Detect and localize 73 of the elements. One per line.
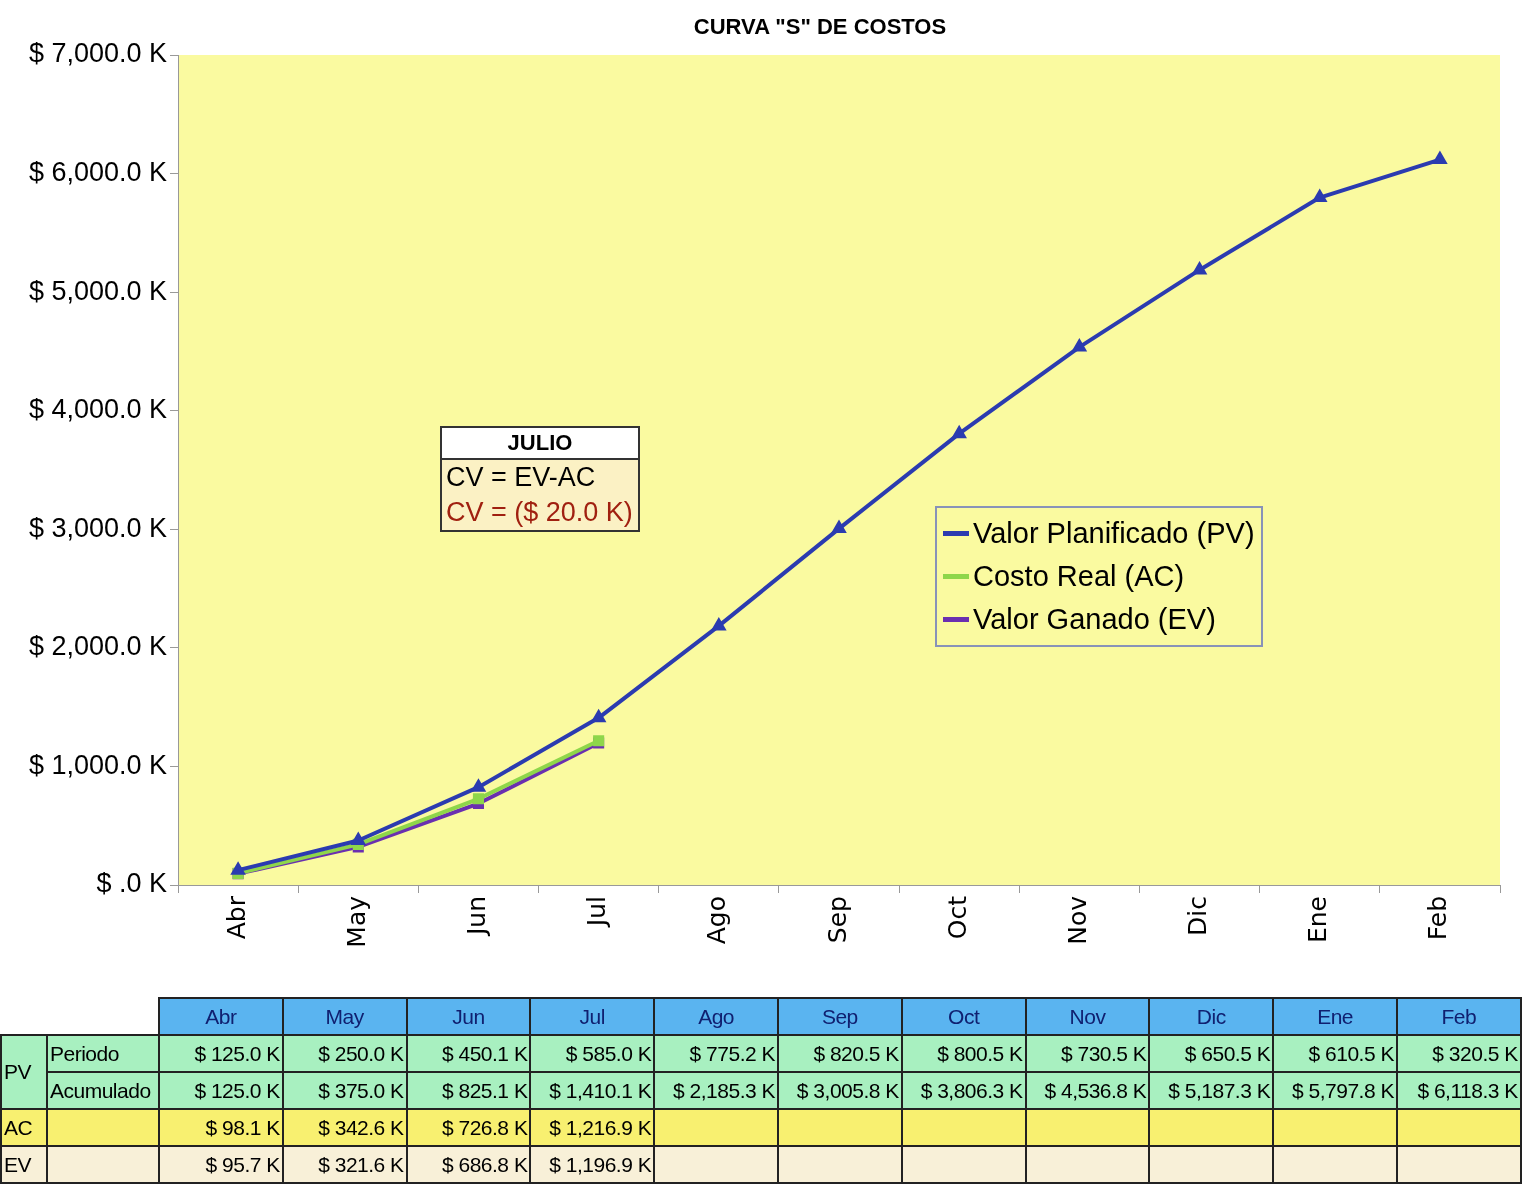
category-label: Ene: [1317, 1004, 1353, 1028]
y-tick-label: $ 1,000.0 K: [28, 749, 167, 780]
x-tick-label: Ago: [702, 896, 732, 945]
y-tick-label: $ .0 K: [96, 868, 167, 899]
y-tick-label: $ 7,000.0 K: [28, 38, 167, 69]
data-label: $ 321.6 K: [282, 1146, 407, 1183]
category-label: Ago: [698, 1004, 735, 1028]
y-tick-label: $ 6,000.0 K: [28, 157, 167, 188]
text: $ 125.0 K: [159, 1035, 283, 1072]
text: AC: [1, 1109, 47, 1146]
data-label: $ 686.8 K: [406, 1146, 531, 1183]
x-tick-label: Jul: [582, 896, 612, 929]
category-label: Jun: [452, 1004, 485, 1028]
data-label: $ 3,005.8 K: [777, 1072, 902, 1109]
note-box: JULIO CV = EV-AC CV = ($ 20.0 K): [440, 426, 640, 532]
data-label: $ 5,187.3 K: [1149, 1072, 1274, 1109]
data-label: $ 4,536.8 K: [1025, 1072, 1150, 1109]
y-tick-label: $ 3,000.0 K: [28, 512, 167, 543]
y-tick-label: $ 4,000.0 K: [28, 394, 167, 425]
x-tick-label: Oct: [942, 895, 972, 940]
x-tick-label: Nov: [1062, 895, 1092, 945]
chart-title: CURVA "S" DE COSTOS: [692, 14, 948, 40]
data-label: $ 125.0 K: [159, 1072, 283, 1109]
data-label: $ 342.6 K: [282, 1109, 407, 1146]
category-label: Jul: [579, 1004, 605, 1028]
y-tick-label: $ 2,000.0 K: [28, 631, 167, 662]
data-label: $ 3,806.3 K: [901, 1072, 1026, 1109]
legend-label: Valor Ganado (EV): [973, 603, 1216, 636]
x-tick-label: Dic: [1183, 896, 1213, 936]
legend-label: Costo Real (AC): [973, 560, 1185, 593]
category-label: Abr: [205, 1004, 237, 1028]
x-tick-label: Feb: [1423, 896, 1453, 941]
text: $ 730.5 K: [1025, 1035, 1150, 1072]
x-tick-label: May: [341, 895, 371, 948]
text: $ 250.0 K: [282, 1035, 407, 1072]
category-label: Sep: [821, 1004, 858, 1028]
x-tick-label: Sep: [822, 896, 852, 944]
data-label: $ 95.7 K: [159, 1146, 283, 1183]
text: $ 800.5 K: [901, 1035, 1026, 1072]
x-tick-label: Abr: [221, 895, 251, 940]
category-label: Nov: [1069, 1004, 1106, 1028]
data-label: $ 726.8 K: [406, 1109, 531, 1146]
annotation: JULIO: [442, 428, 638, 460]
data-label: $ 1,196.9 K: [530, 1146, 655, 1183]
data-label: $ 825.1 K: [406, 1072, 531, 1109]
data-label: $ 5,797.8 K: [1273, 1072, 1397, 1109]
x-tick-label: Jun: [461, 896, 491, 938]
text: Periodo: [47, 1035, 159, 1072]
text: $ 320.5 K: [1396, 1035, 1521, 1072]
data-label: $ 1,410.1 K: [530, 1072, 655, 1109]
category-label: Feb: [1441, 1004, 1477, 1028]
annotation: CV = EV-AC: [445, 461, 597, 494]
data-label: $ 2,185.3 K: [654, 1072, 778, 1109]
legend-label: Valor Planificado (PV): [973, 517, 1255, 550]
text: EV: [1, 1146, 47, 1183]
text: $ 450.1 K: [406, 1035, 531, 1072]
annotation: CV = ($ 20.0 K): [445, 496, 634, 529]
text: $ 650.5 K: [1149, 1035, 1274, 1072]
text: $ 820.5 K: [777, 1035, 902, 1072]
category-label: May: [325, 1004, 364, 1028]
x-tick-label: Ene: [1303, 896, 1333, 944]
y-tick-label: $ 5,000.0 K: [28, 275, 167, 306]
text: PV: [1, 1035, 47, 1109]
text: $ 610.5 K: [1273, 1035, 1397, 1072]
data-label: $ 6,118.3 K: [1396, 1072, 1521, 1109]
data-label: $ 1,216.9 K: [530, 1109, 655, 1146]
text: Acumulado: [47, 1072, 159, 1109]
data-label: $ 98.1 K: [159, 1109, 283, 1146]
text: $ 775.2 K: [654, 1035, 778, 1072]
category-label: Dic: [1196, 1004, 1226, 1028]
text: $ 585.0 K: [530, 1035, 655, 1072]
data-label: $ 375.0 K: [282, 1072, 407, 1109]
category-label: Oct: [948, 1004, 980, 1028]
